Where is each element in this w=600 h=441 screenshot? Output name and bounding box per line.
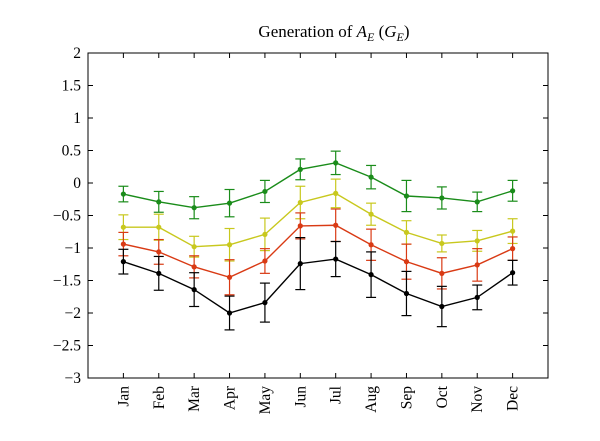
x-tick-label: Jul bbox=[328, 386, 345, 404]
data-point bbox=[368, 211, 374, 217]
y-tick-label: −3 bbox=[65, 370, 82, 387]
data-point bbox=[120, 259, 126, 265]
y-tick-label: −1.5 bbox=[53, 273, 81, 290]
data-point bbox=[368, 272, 374, 278]
data-point bbox=[510, 188, 516, 194]
y-tick-label: −1 bbox=[65, 240, 82, 257]
data-point bbox=[333, 160, 339, 166]
x-tick-label: Mar bbox=[186, 385, 203, 412]
data-point bbox=[368, 174, 374, 180]
title-var-sub: E bbox=[366, 30, 375, 44]
data-point bbox=[297, 223, 303, 229]
data-point bbox=[333, 222, 339, 228]
data-point bbox=[510, 246, 516, 252]
data-point bbox=[474, 262, 480, 268]
y-tick-label: 1.5 bbox=[62, 78, 82, 95]
y-tick-label: 1 bbox=[73, 110, 81, 127]
title-var-main: A bbox=[356, 22, 368, 41]
data-point bbox=[120, 191, 126, 197]
data-point bbox=[156, 270, 162, 276]
x-tick-label: May bbox=[257, 386, 274, 415]
data-point bbox=[297, 166, 303, 172]
x-tick-label: Sep bbox=[398, 386, 415, 410]
data-point bbox=[297, 199, 303, 206]
x-tick-label: Nov bbox=[469, 386, 486, 413]
data-point bbox=[510, 270, 516, 276]
x-tick-label: Aug bbox=[363, 386, 380, 413]
y-tick-label: 2 bbox=[73, 45, 81, 62]
data-point bbox=[368, 242, 374, 248]
data-point bbox=[226, 274, 233, 280]
series-line bbox=[123, 192, 513, 248]
x-tick-label: Feb bbox=[151, 386, 168, 410]
data-point bbox=[333, 190, 339, 196]
data-point bbox=[403, 193, 410, 199]
data-point bbox=[156, 249, 162, 255]
data-point bbox=[474, 238, 480, 244]
data-point bbox=[439, 303, 445, 310]
y-tick-label: 0 bbox=[73, 175, 81, 192]
data-point bbox=[226, 200, 233, 206]
title-paren-sub: E bbox=[396, 30, 405, 44]
data-point bbox=[262, 188, 268, 195]
title-paren-open: ( bbox=[374, 22, 384, 41]
plot-area: −3 −2.5 −2 −1.5 −1 −0.5 0 0.5 1 1.5 2 Jan Feb Mar Apr M… bbox=[53, 45, 549, 415]
series-line bbox=[123, 258, 514, 314]
data-point bbox=[403, 259, 410, 265]
title-paren-close: ) bbox=[404, 22, 410, 41]
data-point bbox=[120, 241, 126, 247]
plot-frame bbox=[87, 52, 549, 379]
data-point bbox=[191, 264, 197, 270]
y-tick-label: −0.5 bbox=[53, 208, 81, 225]
data-point bbox=[403, 290, 410, 297]
data-point bbox=[191, 287, 197, 293]
series-line bbox=[123, 162, 513, 209]
data-point bbox=[474, 199, 480, 205]
chart-title: Generation of AE (GE) bbox=[258, 22, 409, 44]
data-point bbox=[439, 195, 445, 201]
data-point bbox=[403, 229, 410, 235]
data-point bbox=[474, 294, 480, 300]
y-tick-label: −2.5 bbox=[53, 338, 81, 355]
data-point bbox=[333, 256, 339, 262]
data-point bbox=[156, 199, 162, 205]
data-point bbox=[191, 205, 197, 211]
y-tick-label: 0.5 bbox=[62, 143, 82, 160]
data-point bbox=[262, 300, 268, 306]
x-tick-label: Dec bbox=[505, 386, 522, 411]
title-paren-main: G bbox=[384, 22, 396, 41]
data-point bbox=[226, 310, 233, 316]
series-line bbox=[123, 224, 513, 278]
x-tick-label: Jun bbox=[292, 386, 309, 408]
data-point bbox=[226, 242, 233, 248]
data-point bbox=[191, 244, 197, 250]
data-point bbox=[156, 224, 162, 230]
x-tick-label: Apr bbox=[222, 385, 239, 410]
data-point bbox=[510, 228, 516, 234]
data-point bbox=[439, 240, 445, 247]
x-tick-label: Oct bbox=[434, 385, 451, 408]
x-tick-label: Jan bbox=[115, 386, 132, 407]
data-point bbox=[439, 270, 445, 276]
data-point bbox=[262, 258, 268, 264]
data-point bbox=[297, 261, 303, 267]
data-point bbox=[262, 231, 268, 237]
data-point bbox=[120, 224, 126, 230]
y-tick-label: −2 bbox=[65, 305, 82, 322]
title-prefix: Generation of bbox=[258, 22, 356, 41]
